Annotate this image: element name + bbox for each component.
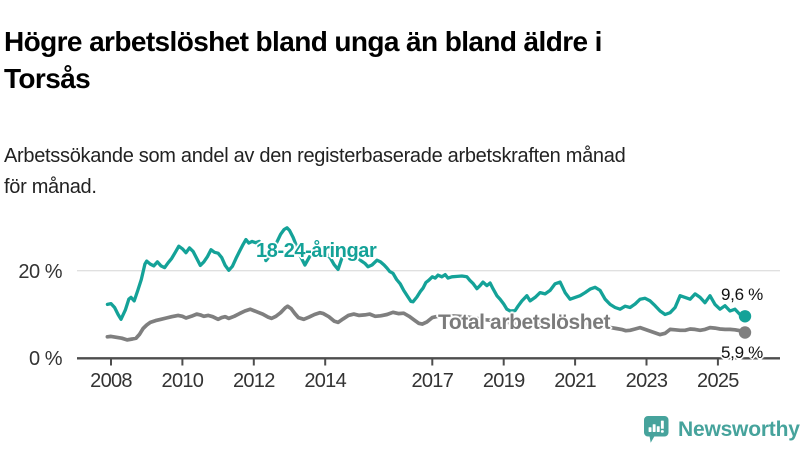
page-title: Högre arbetslöshet bland unga än bland ä… — [4, 23, 792, 97]
end-value-label-total: 5,9 % — [721, 343, 763, 362]
newsworthy-logo: Newsworthy — [644, 416, 800, 446]
series-line-total — [105, 304, 747, 342]
chart-subtitle: Arbetssökande som andel av den registerb… — [4, 141, 792, 203]
newsworthy-wordmark: Newsworthy — [678, 418, 800, 441]
y-tick-label-20: 20 % — [18, 261, 62, 283]
x-axis-tick-marks — [110, 358, 719, 366]
x-tick-label-2017: 2017 — [411, 370, 454, 392]
series-label-youth: 18-24-åringar — [256, 240, 377, 262]
x-tick-label-2010: 2010 — [161, 370, 204, 392]
series-end-dot-total — [738, 326, 752, 339]
bar-chart-glyph — [648, 420, 664, 433]
page-title-line1: Högre arbetslöshet bland unga än bland ä… — [4, 25, 602, 57]
x-tick-label-2021: 2021 — [554, 370, 596, 392]
x-tick-label-2014: 2014 — [304, 370, 347, 392]
end-value-label-youth: 9,6 % — [721, 285, 763, 304]
x-tick-label-2012: 2012 — [232, 370, 275, 392]
chart-subtitle-line1: Arbetssökande som andel av den registerb… — [4, 145, 626, 167]
series-end-dot-youth — [738, 310, 752, 323]
series-lines — [105, 226, 752, 342]
y-tick-label-0: 0 % — [29, 348, 62, 370]
speech-bubble-shape — [644, 416, 669, 443]
page-title-line2: Torsås — [4, 62, 91, 94]
series-line-youth — [105, 226, 747, 321]
newsworthy-logo-icon — [644, 416, 669, 443]
series-label-total: Total arbetslöshet — [438, 311, 611, 334]
x-tick-label-2025: 2025 — [697, 370, 739, 392]
x-tick-label-2019: 2019 — [482, 370, 525, 392]
x-tick-label-2008: 2008 — [90, 370, 132, 392]
chart-subtitle-line2: för månad. — [4, 176, 97, 198]
x-tick-label-2023: 2023 — [625, 370, 668, 392]
